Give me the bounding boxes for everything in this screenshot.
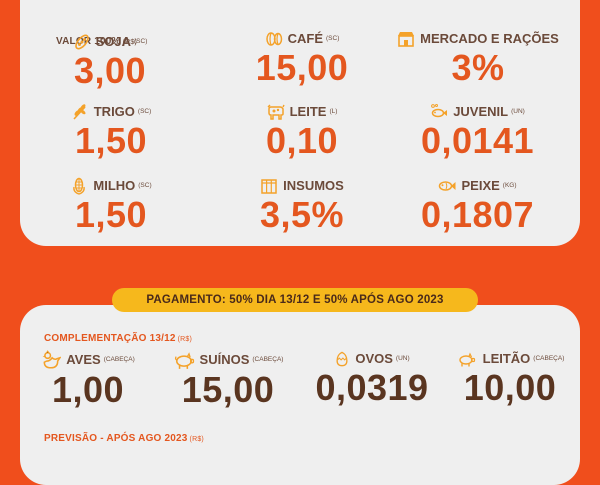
piglet-icon	[458, 352, 475, 367]
pig-icon	[174, 352, 194, 369]
soy-icon	[74, 34, 89, 50]
corn-icon	[73, 177, 86, 195]
item-leite: LEITE (L) 0,10	[265, 104, 339, 161]
cow-icon	[267, 104, 285, 120]
wheat-icon	[73, 104, 86, 120]
chicken-icon	[42, 350, 62, 369]
fish-icon	[439, 181, 456, 191]
section-title-previsao: PREVISÃO - APÓS AGO 2023 (R$)	[44, 433, 204, 444]
coffee-icon	[265, 32, 282, 46]
section-title-valor: VALOR 100% (R$)	[56, 36, 138, 47]
section-title-complementacao: COMPLEMENTAÇÃO 13/12 (R$)	[44, 333, 193, 344]
small-fish-icon	[431, 104, 448, 118]
item-insumos: INSUMOS 3,5%	[259, 178, 345, 235]
item-cafe: CAFÉ (SC) 15,00	[255, 31, 349, 88]
item-ovos: OVOS (UN) 0,0319	[315, 351, 429, 408]
item-trigo: TRIGO (SC) 1,50	[56, 103, 166, 161]
item-suinos: SUÍNOS (CABEÇA) 15,00	[168, 350, 288, 410]
prices-card	[20, 0, 580, 246]
store-icon	[398, 32, 415, 47]
item-peixe: PEIXE (KG) 0,1807	[420, 178, 535, 235]
item-soja: SOJA (SC) 3,00	[73, 34, 148, 91]
payment-banner: PAGAMENTO: 50% DIA 13/12 E 50% APÓS AGO …	[112, 288, 478, 312]
item-aves: AVES (CABEÇA) 1,00	[38, 350, 138, 410]
egg-icon	[336, 351, 348, 367]
item-mercado: MERCADO E RAÇÕES 3%	[388, 30, 568, 88]
supplies-icon	[261, 179, 277, 194]
item-juvenil: JUVENIL (UN) 0,0141	[420, 104, 535, 161]
item-leitao: LEITÃO (CABEÇA) 10,00	[450, 350, 570, 408]
item-milho: MILHO (SC) 1,50	[56, 177, 166, 235]
